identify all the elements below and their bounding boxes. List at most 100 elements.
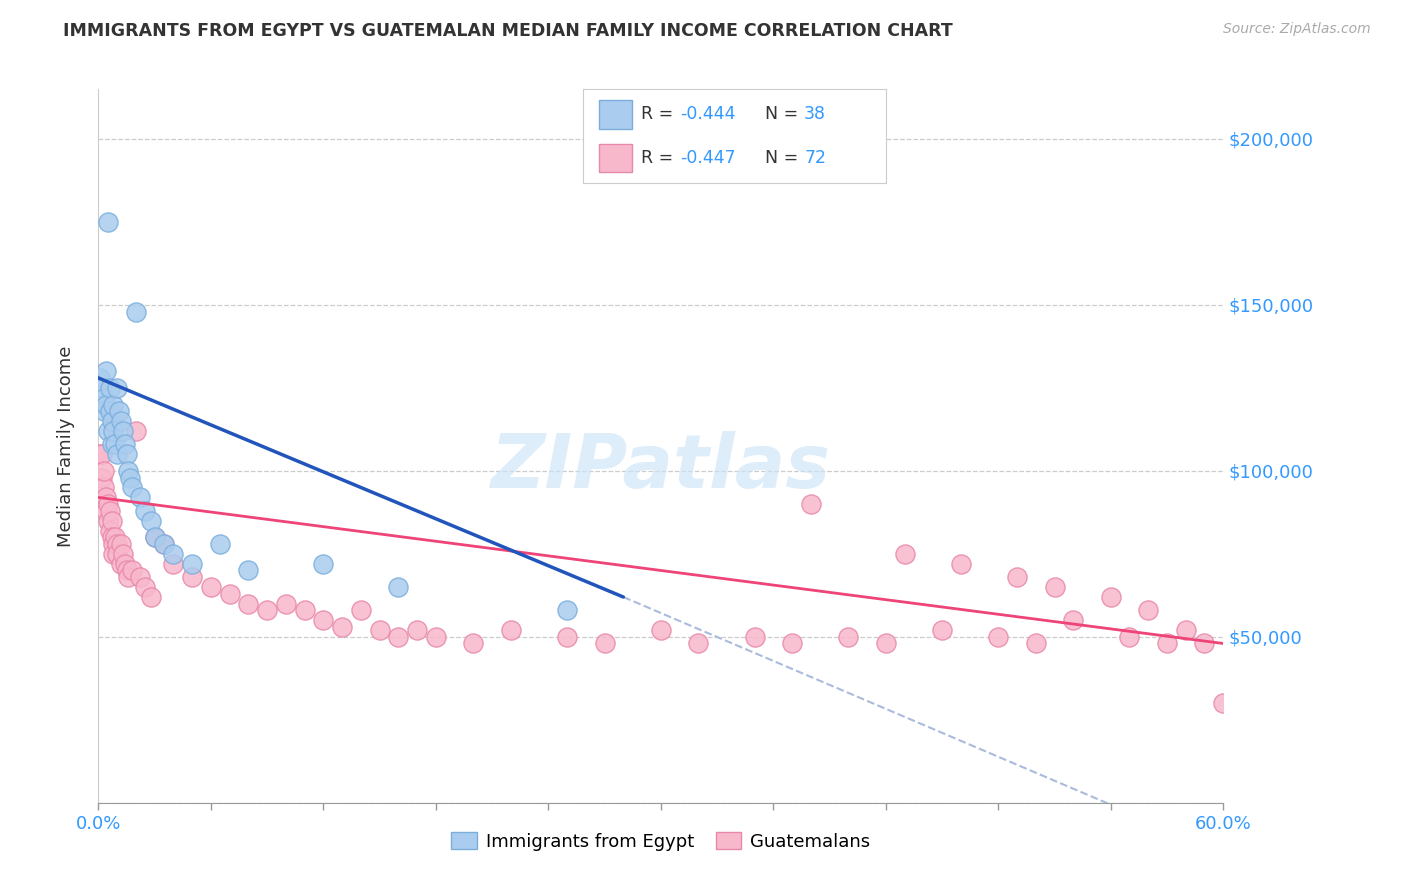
Point xyxy=(93,481,115,495)
Point xyxy=(650,624,672,638)
Text: N =: N = xyxy=(765,105,804,123)
Point xyxy=(125,424,148,438)
Point xyxy=(209,537,232,551)
Point xyxy=(128,570,150,584)
Point xyxy=(91,381,114,395)
Point xyxy=(330,620,353,634)
Point xyxy=(837,630,859,644)
Point xyxy=(294,603,316,617)
Point xyxy=(104,437,127,451)
Point xyxy=(93,464,115,478)
Text: -0.447: -0.447 xyxy=(681,149,735,167)
Point xyxy=(89,447,111,461)
Point xyxy=(499,624,522,638)
Point xyxy=(238,597,260,611)
Point xyxy=(949,557,972,571)
Point xyxy=(780,636,803,650)
Point xyxy=(103,397,125,411)
Point xyxy=(162,547,184,561)
Point xyxy=(98,504,121,518)
Point xyxy=(387,580,409,594)
Point xyxy=(555,603,578,617)
Point xyxy=(104,530,127,544)
Point xyxy=(1099,590,1122,604)
Point xyxy=(97,215,120,229)
Point xyxy=(593,636,616,650)
Text: N =: N = xyxy=(765,149,804,167)
Point xyxy=(94,397,117,411)
Point xyxy=(555,630,578,644)
Point xyxy=(97,497,120,511)
Point xyxy=(312,557,335,571)
Point xyxy=(125,304,148,318)
Point xyxy=(200,580,222,594)
Y-axis label: Median Family Income: Median Family Income xyxy=(56,345,75,547)
Point xyxy=(105,381,128,395)
Point xyxy=(114,437,136,451)
Point xyxy=(110,557,132,571)
Bar xyxy=(599,144,631,171)
Point xyxy=(94,504,117,518)
Point xyxy=(115,447,138,461)
Point xyxy=(153,537,176,551)
Point xyxy=(800,497,823,511)
Point xyxy=(114,557,136,571)
Point xyxy=(1062,613,1084,627)
Text: 38: 38 xyxy=(804,105,827,123)
Point xyxy=(406,624,429,638)
Point xyxy=(115,564,138,578)
Point xyxy=(93,391,115,405)
Point xyxy=(368,624,391,638)
Point xyxy=(98,404,121,418)
Point xyxy=(89,371,111,385)
Point xyxy=(120,470,142,484)
Text: R =: R = xyxy=(641,149,679,167)
Text: IMMIGRANTS FROM EGYPT VS GUATEMALAN MEDIAN FAMILY INCOME CORRELATION CHART: IMMIGRANTS FROM EGYPT VS GUATEMALAN MEDI… xyxy=(63,22,953,40)
Point xyxy=(1194,636,1216,650)
Point xyxy=(256,603,278,617)
Point xyxy=(274,597,297,611)
Text: R =: R = xyxy=(641,105,679,123)
Text: 72: 72 xyxy=(804,149,827,167)
Point xyxy=(153,537,176,551)
Point xyxy=(1137,603,1160,617)
Point xyxy=(110,414,132,428)
Point xyxy=(105,447,128,461)
Text: -0.444: -0.444 xyxy=(681,105,735,123)
Point xyxy=(105,547,128,561)
Point xyxy=(111,547,134,561)
Point xyxy=(688,636,710,650)
Point xyxy=(139,514,162,528)
Point xyxy=(875,636,897,650)
Point xyxy=(1212,696,1234,710)
Point xyxy=(387,630,409,644)
Text: Source: ZipAtlas.com: Source: ZipAtlas.com xyxy=(1223,22,1371,37)
Point xyxy=(312,613,335,627)
Point xyxy=(100,530,122,544)
Point xyxy=(128,491,150,505)
Point xyxy=(1005,570,1028,584)
Point xyxy=(111,424,134,438)
Point xyxy=(744,630,766,644)
Point xyxy=(218,587,240,601)
Point xyxy=(91,470,114,484)
Point xyxy=(181,570,204,584)
Point xyxy=(103,547,125,561)
Point xyxy=(134,580,156,594)
Point xyxy=(110,537,132,551)
Point xyxy=(1118,630,1140,644)
Point xyxy=(108,404,131,418)
Point xyxy=(94,364,117,378)
Point xyxy=(91,447,114,461)
Point xyxy=(931,624,953,638)
Point xyxy=(181,557,204,571)
Point xyxy=(97,424,120,438)
Point xyxy=(1025,636,1047,650)
Point xyxy=(98,524,121,538)
Point xyxy=(893,547,915,561)
Point xyxy=(94,491,117,505)
Point xyxy=(117,570,139,584)
Point xyxy=(134,504,156,518)
Point xyxy=(143,530,166,544)
Point xyxy=(100,437,122,451)
